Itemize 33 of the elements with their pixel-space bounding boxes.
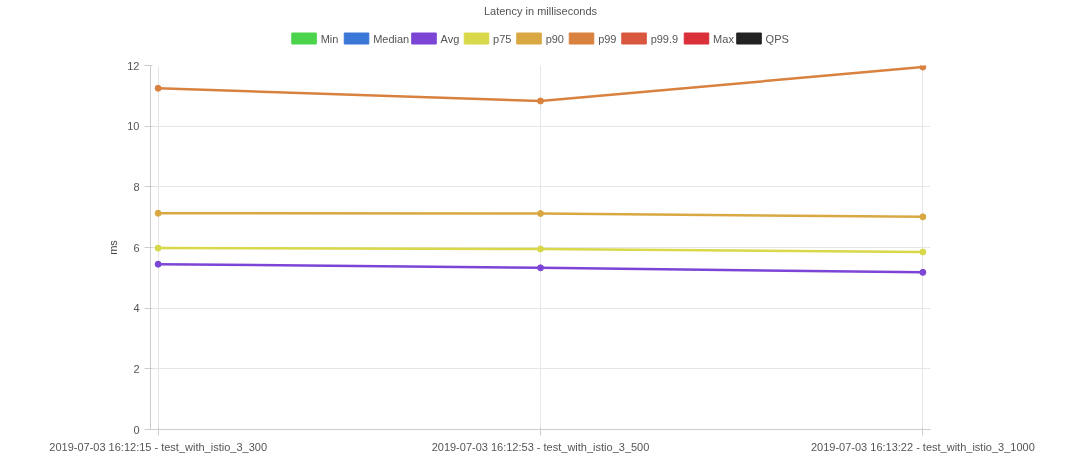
point: [919, 248, 927, 256]
y-tick-label: 0: [133, 423, 140, 436]
point: [154, 244, 162, 252]
point: [537, 210, 544, 218]
chart-title: Latency in milliseconds: [483, 4, 598, 17]
y-tick-label: 8: [133, 180, 140, 193]
point: [537, 97, 544, 105]
legend-label: QPS: [765, 32, 789, 45]
y-tick-label: 4: [133, 302, 140, 315]
legend-label: Min: [320, 32, 339, 45]
point: [537, 245, 544, 253]
y-tick-label: 12: [127, 59, 140, 72]
point: [919, 268, 927, 276]
legend-label: p99.9: [650, 32, 679, 45]
x-tick-label: 2019-07-03 16:13:22 - test_with_istio_3_1000: [810, 440, 1035, 453]
y-axis-title: ms: [107, 239, 120, 255]
x-tick-label: 2019-07-03 16:12:53 - test_with_istio_3_500: [431, 440, 650, 453]
legend-label: p75: [493, 32, 512, 45]
point: [919, 213, 927, 221]
legend-label: Avg: [440, 32, 460, 45]
y-tick-label: 2: [133, 362, 140, 375]
legend-label: Median: [373, 32, 410, 45]
point: [154, 260, 162, 268]
y-tick-label: 10: [127, 120, 140, 133]
point: [537, 264, 544, 272]
point: [154, 209, 162, 217]
point: [154, 84, 162, 92]
legend-label: Max: [713, 32, 735, 45]
legend-label: p99: [598, 32, 617, 45]
legend-label: p90: [545, 32, 564, 45]
point: [919, 65, 927, 71]
x-tick-label: 2019-07-03 16:12:15 - test_with_istio_3_300: [49, 440, 268, 453]
y-tick-label: 6: [133, 241, 140, 254]
